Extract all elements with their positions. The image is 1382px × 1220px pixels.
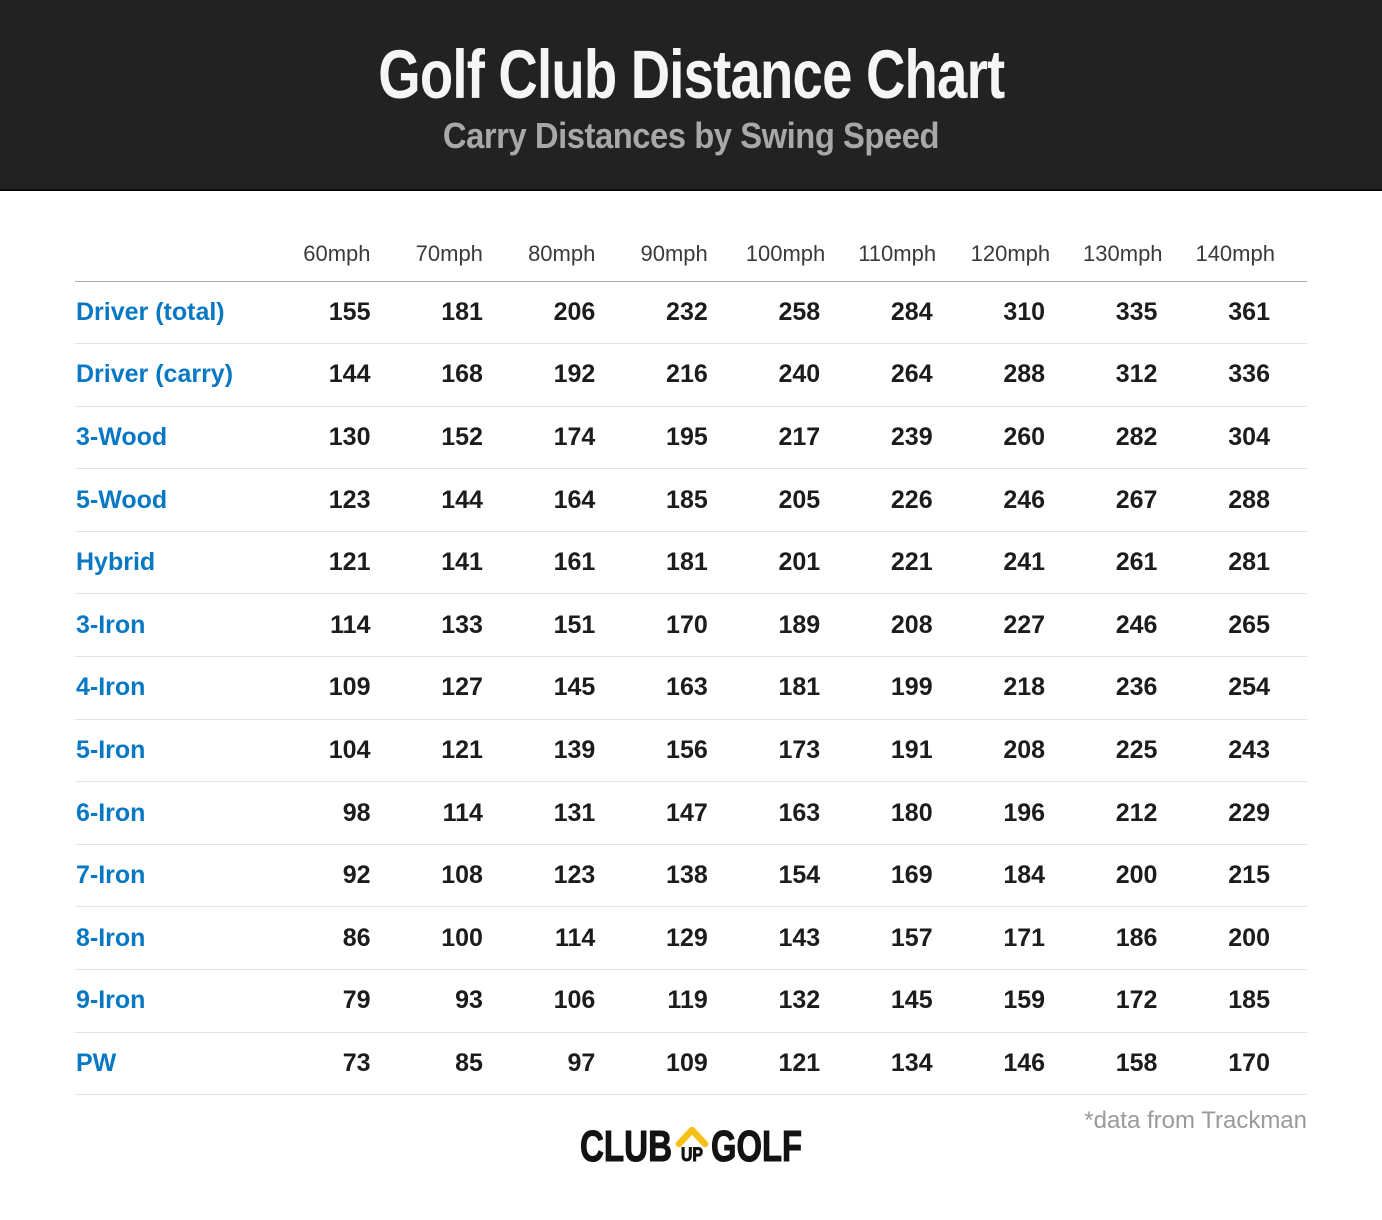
svg-text:UP: UP <box>681 1145 703 1166</box>
svg-text:GOLF: GOLF <box>711 1124 802 1170</box>
svg-text:CLUB: CLUB <box>580 1124 672 1170</box>
